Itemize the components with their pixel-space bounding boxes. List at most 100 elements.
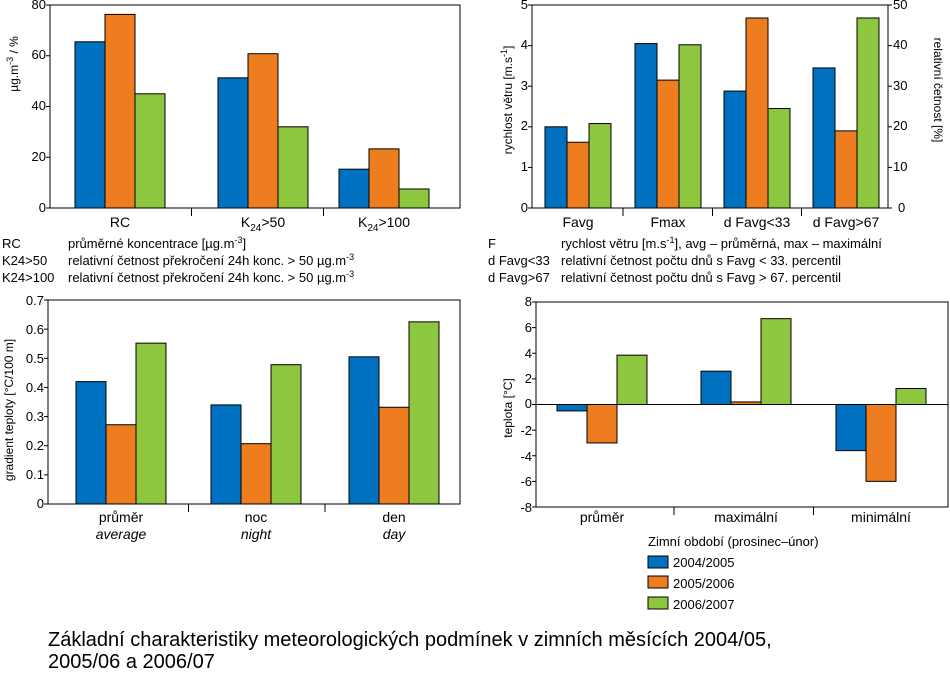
y-tick-labels: 0 0.1 0.2 0.3 0.4 0.5 0.6 0.7 — [26, 293, 44, 511]
abbr-key: F — [488, 236, 496, 251]
x-category-label: průměr — [99, 509, 144, 525]
y-tick-label: 5 — [521, 0, 528, 12]
bar-series1-wind-4 — [812, 67, 836, 209]
x-category-label: d Favg<33 — [724, 214, 791, 230]
x-category-label: maximální — [714, 509, 778, 525]
bar-series2-gradient-2 — [240, 443, 272, 505]
chart-temperature: -8 -6 -4 -2 0 2 4 6 8 teplota [°C] průmě… — [501, 294, 949, 525]
bar-series1-wind-3 — [723, 90, 747, 209]
bar-series3-wind-4 — [856, 17, 880, 209]
series-legend: Zimní období (prosinec–únor) 2004/2005 2… — [647, 534, 819, 612]
legend-item-label: 2004/2005 — [673, 555, 734, 570]
x-category-label: K24>50 — [241, 214, 285, 234]
abbr-key: d Favg>67 — [488, 270, 550, 285]
y-axis-label: gradient teploty [°C/100 m] — [2, 339, 16, 481]
chart-gradient: 0 0.1 0.2 0.3 0.4 0.5 0.6 0.7 gradient t… — [2, 293, 461, 542]
bar-series2-concentration-3 — [368, 148, 400, 209]
abbreviation-legend-left: RC průměrné koncentrace [µg.m-3] K24>50 … — [2, 235, 354, 285]
x-category-label: Fmax — [651, 214, 686, 230]
bar-series2-wind-3 — [745, 17, 769, 209]
axes — [528, 4, 892, 216]
axes — [532, 301, 949, 515]
bar-series3-concentration-1 — [134, 93, 166, 209]
y-tick-label: 80 — [32, 0, 46, 12]
y-tick-label: 0.4 — [26, 380, 44, 395]
bars — [74, 13, 430, 209]
bar-series1-gradient-2 — [210, 404, 242, 505]
y2-tick-label: 30 — [893, 78, 907, 93]
bar-series1-temperature-2 — [700, 370, 732, 405]
abbr-key: K24>50 — [2, 253, 47, 268]
bar-series2-concentration-2 — [247, 53, 279, 209]
legend-item-label: 2005/2006 — [673, 576, 734, 591]
x-category-label: Favg — [562, 214, 593, 230]
bar-series1-concentration-2 — [217, 77, 249, 209]
y-tick-label: 0.2 — [26, 438, 44, 453]
x-category-label: d Favg>67 — [813, 214, 880, 230]
y-tick-label: 3 — [521, 78, 528, 93]
bars — [75, 321, 440, 505]
y-tick-label: 2 — [521, 118, 528, 133]
y-tick-labels: -8 -6 -4 -2 0 2 4 6 8 — [520, 294, 532, 515]
abbr-key: RC — [2, 236, 21, 251]
x-category-label-en: average — [96, 526, 147, 542]
bar-series3-temperature-3 — [895, 387, 927, 405]
y2-tick-label: 50 — [893, 0, 907, 12]
caption-line: Základní charakteristiky meteorologickýc… — [48, 629, 772, 651]
bar-series3-wind-3 — [767, 108, 791, 209]
bar-series2-temperature-3 — [865, 404, 897, 482]
bar-series1-temperature-1 — [556, 404, 588, 412]
x-category-label: minimální — [851, 509, 911, 525]
bar-series2-gradient-3 — [378, 406, 410, 505]
y2-tick-label: 40 — [893, 37, 907, 52]
bar-series3-temperature-2 — [760, 318, 792, 405]
y-tick-label: 0.7 — [26, 293, 44, 308]
y-tick-label: 60 — [32, 47, 46, 62]
abbr-key: d Favg<33 — [488, 253, 550, 268]
abbr-desc: relativní četnost počtu dnů s Favg < 33.… — [561, 253, 841, 268]
x-category-label-en: night — [241, 526, 272, 542]
y-tick-label: 20 — [32, 149, 46, 164]
abbr-desc: relativní četnost počtu dnů s Favg > 67.… — [561, 270, 841, 285]
x-category-label-en: day — [383, 526, 407, 542]
y2-axis-label: relativní četnost [%] — [931, 38, 945, 143]
legend-swatch-2005-2006 — [647, 575, 669, 589]
y-tick-label: -4 — [520, 449, 532, 464]
y-tick-label: 0 — [521, 200, 528, 215]
chart-wind: 0 1 2 3 4 5 0 10 20 30 40 50 rychlost vě… — [499, 0, 945, 230]
x-category-label: průměr — [580, 509, 625, 525]
legend-swatch-2004-2005 — [647, 555, 669, 569]
bar-series2-wind-1 — [566, 141, 590, 209]
x-category-label: den — [382, 509, 405, 525]
x-category-label: K24>100 — [358, 214, 410, 234]
bar-series3-gradient-2 — [270, 364, 302, 505]
plot-frame — [47, 299, 461, 505]
y2-tick-label: 20 — [893, 118, 907, 133]
x-category-label: RC — [110, 214, 130, 230]
bars — [556, 318, 927, 482]
legend-swatch-2006-2007 — [647, 596, 669, 610]
bar-series2-gradient-1 — [105, 424, 137, 505]
bar-series3-concentration-3 — [398, 188, 430, 209]
y2-tick-labels: 0 10 20 30 40 50 — [893, 0, 907, 215]
bar-series2-wind-4 — [834, 130, 858, 209]
y-tick-label: -6 — [520, 474, 532, 489]
x-category-label: noc — [245, 509, 268, 525]
abbr-desc: průměrné koncentrace [µg.m-3] — [68, 235, 246, 251]
y-tick-label: 4 — [525, 346, 532, 361]
legend-item-label: 2006/2007 — [673, 597, 734, 612]
y-axis-label: µg.m-3 / % — [5, 36, 21, 92]
y-tick-label: 6 — [525, 320, 532, 335]
y-tick-label: -8 — [520, 500, 532, 515]
bar-series1-gradient-3 — [348, 356, 380, 505]
bar-series1-wind-1 — [544, 126, 568, 209]
y-tick-label: 0.3 — [26, 409, 44, 424]
y-tick-label: 0 — [37, 496, 44, 511]
y-tick-label: 40 — [32, 98, 46, 113]
bar-series3-temperature-1 — [616, 354, 648, 405]
y-tick-label: 0 — [39, 200, 46, 215]
bar-series3-concentration-2 — [277, 126, 309, 209]
legend-title: Zimní období (prosinec–únor) — [648, 534, 819, 549]
bar-series3-gradient-1 — [135, 342, 167, 505]
